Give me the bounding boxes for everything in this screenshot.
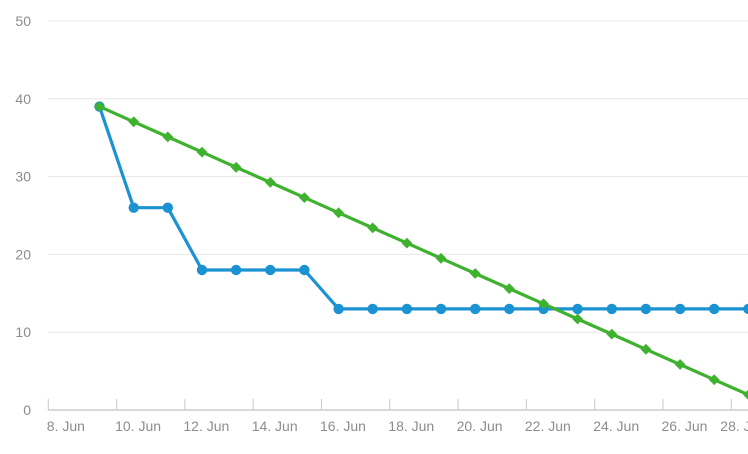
x-axis-label-16-jun: 16. Jun [320, 418, 366, 434]
x-axis-label-10-jun: 10. Jun [115, 418, 161, 434]
blue-series-point [640, 303, 652, 315]
blue-series-point [674, 303, 686, 315]
green-series-point [299, 192, 310, 203]
green-series-point [606, 328, 618, 340]
y-axis-label-20: 20 [15, 246, 31, 262]
x-axis-ticks [47, 399, 732, 410]
blue-series-point [572, 303, 583, 315]
y-axis-label-40: 40 [15, 91, 31, 107]
blue-series-point [470, 303, 481, 315]
blue-series-point [401, 303, 413, 315]
x-axis-label-26-jun: 26. Jun [662, 418, 708, 434]
x-axis-label-28-jun: 28. Jun [720, 418, 748, 434]
green-series-point [401, 237, 413, 249]
blue-series-line [97, 105, 748, 311]
green-series-point [538, 298, 549, 310]
green-series-point [94, 101, 105, 112]
series-layer [94, 101, 748, 400]
blue-series-point [435, 303, 447, 315]
green-series-point [196, 146, 208, 158]
blue-series-point [162, 202, 173, 213]
x-axis-label-14-jun: 14. Jun [252, 418, 298, 434]
green-series-point [230, 161, 242, 173]
green-series-point [367, 222, 379, 234]
blue-series-point [367, 303, 378, 315]
green-series-point [640, 343, 652, 355]
blue-series-point [128, 202, 139, 213]
green-series-point [708, 374, 720, 386]
x-axis-label-12-jun: 12. Jun [183, 418, 229, 434]
green-series-point [743, 389, 748, 400]
blue-series-point [265, 264, 276, 276]
x-axis-label-22-jun: 22. Jun [525, 418, 571, 434]
x-axis-label-24-jun: 24. Jun [593, 418, 639, 434]
blue-series-point [299, 264, 310, 276]
blue-series-point [196, 264, 208, 276]
y-axis-label-10: 10 [15, 324, 31, 340]
green-series-line [97, 105, 748, 397]
x-axis-label-18-jun: 18. Jun [388, 418, 434, 434]
green-series-point [435, 252, 447, 264]
y-axis-label-50: 50 [15, 13, 31, 29]
y-axis-label-0: 0 [23, 402, 31, 418]
blue-series-point [606, 303, 617, 315]
green-series-point [333, 207, 344, 219]
green-series-point [503, 283, 515, 294]
y-axis-label-30: 30 [15, 169, 31, 185]
blue-series-point [709, 303, 720, 315]
green-series-point [264, 177, 276, 188]
blue-series-point [504, 303, 515, 315]
green-series-point [162, 131, 174, 143]
x-axis-labels: 8. Jun 10. Jun 12. Jun 14. Jun 16. Jun 1… [47, 418, 748, 434]
blue-series-point [333, 303, 344, 315]
blue-series-point [743, 303, 748, 315]
x-axis-label-8-jun: 8. Jun [47, 418, 85, 434]
x-axis-label-20-jun: 20. Jun [457, 418, 503, 434]
green-series-point [572, 313, 583, 325]
green-series-point [128, 116, 140, 128]
blue-series-point [230, 264, 242, 276]
gridlines [48, 20, 748, 411]
y-axis-labels: 0 10 20 30 40 50 [15, 13, 31, 418]
green-series-point [469, 268, 481, 279]
green-series-point [674, 359, 686, 370]
